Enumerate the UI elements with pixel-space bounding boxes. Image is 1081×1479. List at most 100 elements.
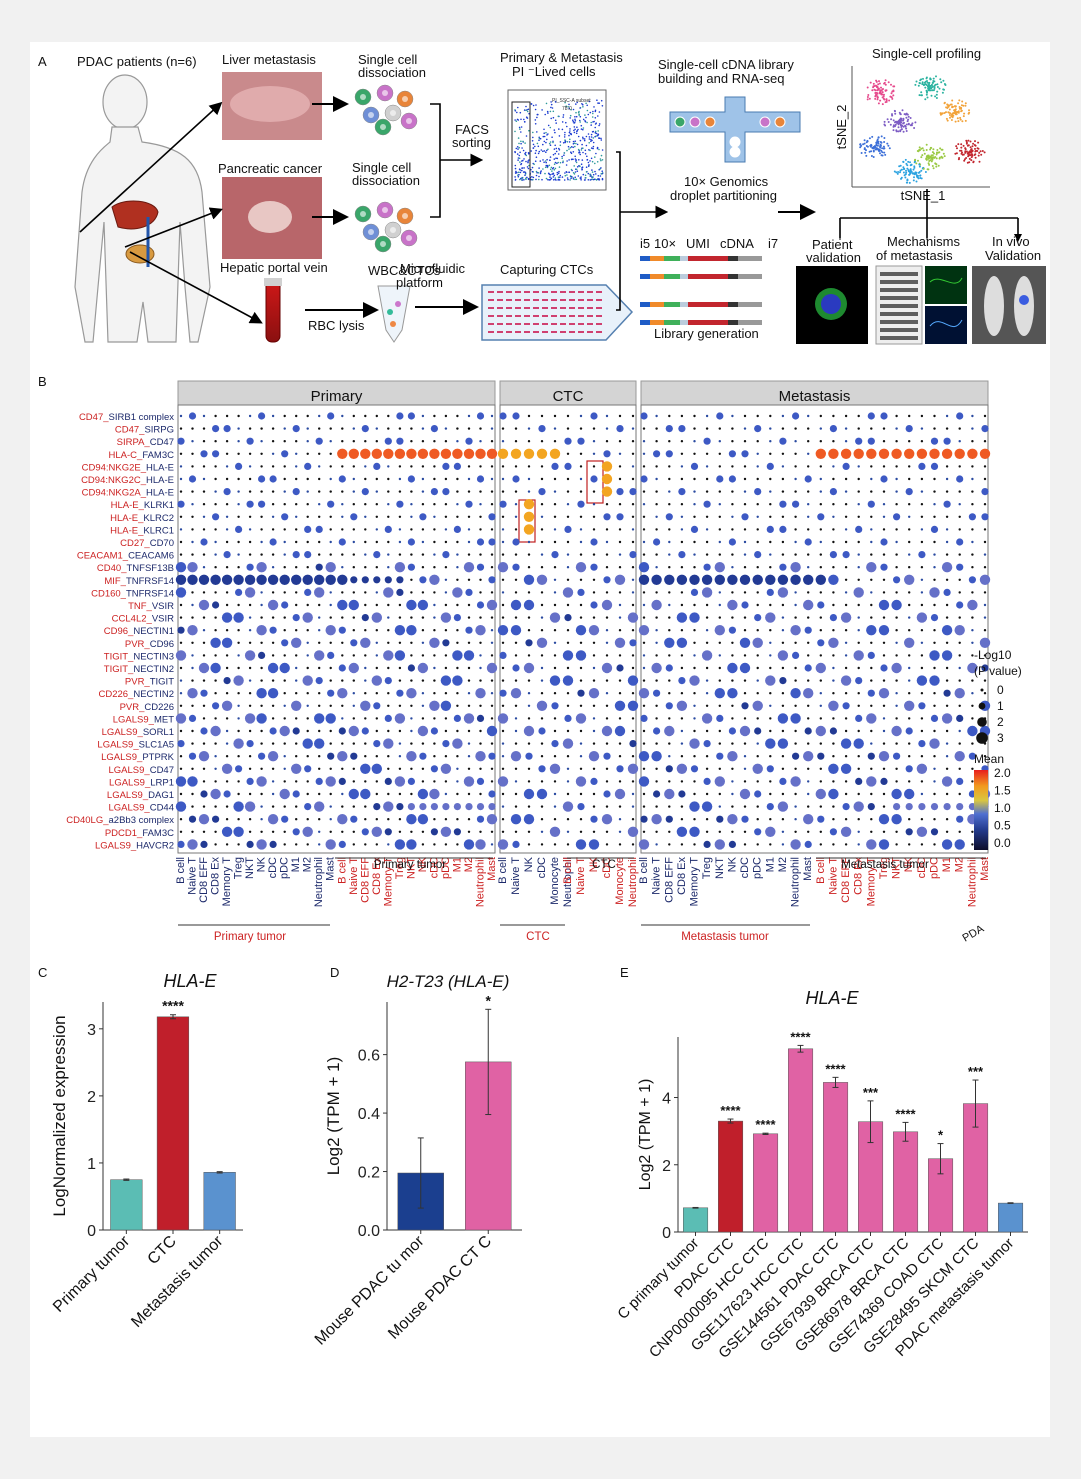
facs-event-dot (569, 132, 572, 135)
interaction-dot (364, 414, 367, 418)
interaction-dot (566, 427, 570, 430)
interaction-dot (920, 692, 924, 695)
interaction-dot (501, 553, 505, 556)
interaction-dot (769, 603, 772, 607)
interaction-dot (769, 654, 772, 657)
facs-event-dot (595, 179, 598, 181)
facs-event-dot (600, 137, 602, 140)
tsne-cell-dot (913, 159, 916, 162)
tsne-cell-dot (933, 80, 936, 83)
facs-event-dot (542, 159, 544, 161)
interaction-dot (769, 792, 772, 796)
interaction-dot (693, 666, 696, 670)
interaction-dot (933, 818, 936, 821)
facs-event-dot (554, 101, 557, 103)
interaction-dot (638, 839, 650, 850)
interaction-dot (908, 654, 911, 657)
facs-event-dot (559, 174, 562, 177)
ctc-tumor-cell-type-label: Neutrophil (627, 857, 639, 907)
tsne-cell-dot (891, 97, 894, 100)
interaction-dot (553, 818, 557, 821)
interaction-dot (680, 566, 684, 569)
facs-event-dot (594, 109, 597, 112)
interaction-dot (819, 629, 822, 632)
tsne-cell-dot (954, 120, 957, 123)
library-segment (640, 256, 650, 261)
interaction-dot (456, 729, 459, 733)
interaction-dot (579, 755, 583, 758)
tsne-cell-dot (912, 179, 915, 182)
facs-event-dot (514, 178, 517, 181)
tsne-cell-dot (906, 113, 909, 116)
tsne-cell-dot (941, 156, 944, 159)
ligand-receptor-label: CD47_SIRB1 complex (79, 412, 174, 423)
tsne-cell-dot (902, 125, 905, 128)
library-segment (664, 256, 680, 261)
facs-event-dot (598, 123, 601, 125)
interaction-dot (501, 591, 505, 594)
interaction-dot (442, 639, 450, 647)
interaction-dot (360, 637, 371, 648)
facs-event-dot (590, 157, 593, 160)
interaction-dot (421, 528, 425, 531)
interaction-dot (410, 767, 413, 770)
interaction-dot (832, 818, 835, 821)
interaction-dot (601, 814, 613, 825)
interaction-dot (705, 414, 709, 418)
profiling-label: Single-cell profiling (872, 46, 981, 61)
facs-event-dot (535, 156, 538, 158)
facs-event-dot (575, 178, 578, 181)
interaction-dot (387, 553, 390, 556)
interaction-dot (364, 553, 367, 556)
interaction-dot (754, 488, 762, 496)
facs-event-dot (543, 128, 545, 131)
facs-event-dot (547, 178, 549, 181)
facs-event-dot (592, 137, 595, 139)
interaction-dot (618, 616, 622, 619)
human-body-icon (74, 74, 211, 343)
facs-event-dot (575, 132, 578, 135)
interaction-dot (792, 651, 800, 660)
interaction-dot (840, 763, 852, 774)
interaction-dot (968, 513, 977, 521)
facs-event-dot (517, 175, 520, 178)
library-segment (640, 274, 650, 279)
interaction-dot (225, 755, 229, 758)
facs-event-dot (578, 151, 581, 154)
tsne-cell-dot (956, 117, 959, 120)
interaction-dot (283, 465, 286, 468)
interaction-dot (819, 566, 822, 569)
facs-event-dot (520, 163, 522, 166)
interaction-dot (756, 679, 759, 682)
interaction-dot (329, 767, 332, 770)
interaction-dot (476, 412, 485, 420)
facs-event-dot (590, 121, 592, 124)
ligand-name: LGALS9_ (102, 727, 144, 738)
blot-band (880, 272, 918, 276)
interaction-dot (267, 662, 279, 674)
interaction-dot (467, 767, 471, 770)
interaction-dot (794, 427, 797, 430)
interaction-dot (456, 666, 459, 670)
interaction-dot (421, 566, 425, 569)
tsne-cell-dot (970, 159, 973, 162)
pval-legend-dot (978, 702, 986, 710)
interaction-dot (375, 591, 378, 594)
facs-event-dot (586, 159, 588, 161)
interaction-dot (421, 629, 425, 632)
interaction-dot (361, 828, 369, 836)
interaction-dot (398, 553, 402, 556)
interaction-dot (933, 553, 936, 556)
facs-event-dot (593, 178, 596, 181)
interaction-dot (895, 742, 898, 745)
interaction-dot (553, 427, 557, 430)
interaction-dot (225, 465, 229, 468)
ligand-receptor-label: CD94:NKG2E_HLA-E (82, 462, 174, 473)
interaction-dot (248, 755, 252, 758)
tsne-cell-dot (931, 89, 934, 92)
facs-event-dot (601, 105, 604, 107)
interaction-dot (410, 704, 413, 707)
interaction-dot (433, 528, 436, 531)
interaction-dot (853, 448, 864, 459)
interaction-dot (592, 641, 596, 644)
